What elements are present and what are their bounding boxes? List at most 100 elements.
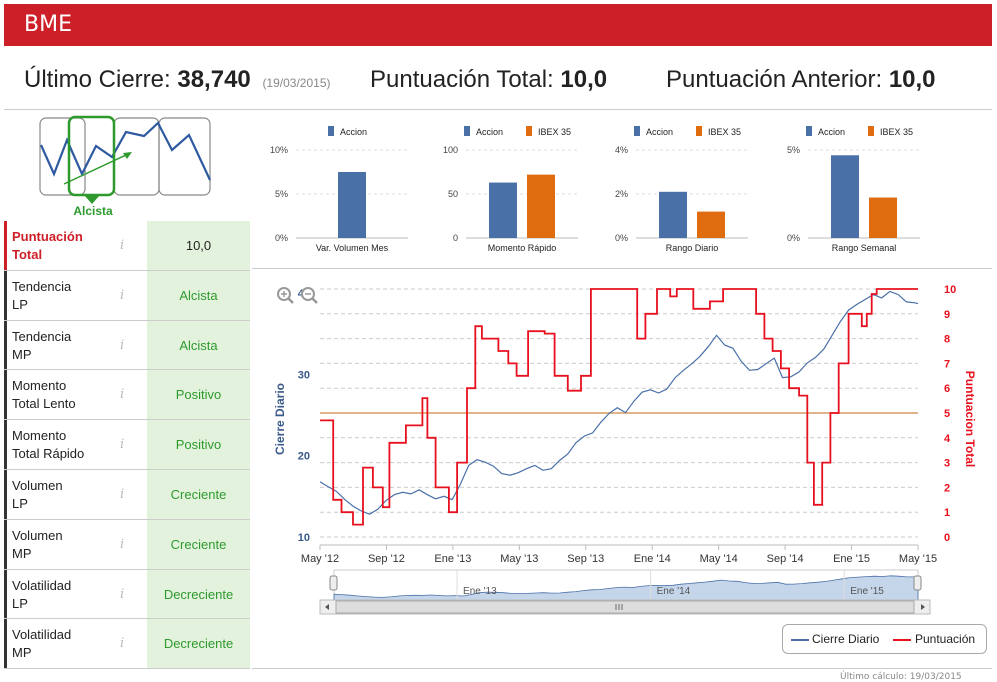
bar (869, 197, 897, 238)
y-tick-label: 0% (275, 233, 288, 243)
trend-box-1 (39, 117, 86, 196)
score-row-label: Momento Total Rápido (4, 420, 146, 469)
last-close: Último Cierre: 38,740 (19/03/2015) (24, 66, 331, 94)
score-row-value: Alcista (147, 270, 250, 320)
navigator-handle-left[interactable] (329, 575, 338, 591)
trend-price-line (39, 121, 211, 181)
navigator-label: Ene '13 (463, 586, 497, 597)
price-series-line (319, 290, 919, 515)
score-row: Volumen MP i Creciente (4, 519, 250, 570)
info-icon[interactable]: i (120, 536, 125, 552)
footer-note: Último cálculo: 19/03/2015 (840, 672, 962, 682)
navigator-label: Ene '14 (657, 586, 691, 597)
score-row-value: 10,0 (147, 221, 250, 270)
last-close-label: Último Cierre: (24, 66, 171, 93)
legend-price-swatch (791, 639, 809, 641)
zoom-in-handle (287, 297, 294, 304)
info-icon[interactable]: i (120, 486, 125, 502)
app-title: BME (24, 12, 72, 37)
navigator[interactable]: Ene '13 Ene '14 Ene '15 (329, 569, 922, 601)
mini-chart-title: Rango Semanal (832, 243, 897, 253)
y2-tick-label: 4 (944, 433, 951, 445)
total-score-value: 10,0 (560, 66, 608, 93)
legend-label[interactable]: IBEX 35 (708, 127, 741, 137)
y2-tick-label: 1 (944, 507, 950, 519)
navigator-label: Ene '15 (850, 586, 884, 597)
mini-chart-title: Rango Diario (666, 243, 719, 253)
score-row: Tendencia LP i Alcista (4, 270, 250, 321)
previous-score: Puntuación Anterior: 10,0 (666, 66, 936, 94)
x-tick-label: Ene '13 (434, 553, 471, 565)
scroll-right-icon[interactable] (921, 604, 925, 610)
legend-score-swatch (893, 639, 911, 641)
trend-diagram: Alcista (39, 115, 211, 218)
score-row-label: Tendencia LP (4, 270, 146, 320)
legend-label[interactable]: IBEX 35 (880, 127, 913, 137)
score-row-label: Tendencia MP (4, 320, 146, 370)
navigator-handle-right[interactable] (913, 575, 922, 591)
legend-score-label[interactable]: Puntuación (915, 632, 976, 646)
y-tick-label: 0 (453, 233, 458, 243)
legend-label[interactable]: Accion (818, 127, 845, 137)
y-tick-label: 100 (443, 145, 458, 155)
navigator-area (333, 575, 919, 601)
legend-swatch (464, 126, 470, 136)
score-row-value: Creciente (147, 519, 250, 569)
info-icon[interactable]: i (120, 387, 125, 403)
info-icon[interactable]: i (120, 586, 125, 602)
score-row-label: Volatilidad MP (4, 619, 146, 669)
info-icon[interactable]: i (120, 287, 125, 303)
score-row-label: Volumen MP (4, 519, 146, 569)
y2-tick-label: 2 (944, 482, 950, 494)
score-row-label: Momento Total Lento (4, 370, 146, 420)
legend-label[interactable]: IBEX 35 (538, 127, 571, 137)
mini-chart: Accion IBEX 35 5% 0% Rango Semanal (770, 118, 930, 258)
score-row-value: Alcista (147, 320, 250, 370)
chart-legend: Cierre Diario Puntuación (782, 624, 987, 654)
info-icon[interactable]: i (120, 238, 125, 253)
last-close-value: 38,740 (177, 66, 251, 93)
score-row: Volatilidad MP i Decreciente (4, 619, 250, 670)
legend-price-label[interactable]: Cierre Diario (812, 632, 880, 646)
trend-indicator: Alcista (4, 112, 250, 220)
y-axis-title: Cierre Diario (273, 383, 287, 455)
legend-label[interactable]: Accion (646, 127, 673, 137)
scrollbar-thumb[interactable] (335, 600, 915, 614)
score-row-value: Positivo (147, 370, 250, 420)
legend-label[interactable]: Accion (476, 127, 503, 137)
legend-swatch (328, 126, 334, 136)
legend-swatch (868, 126, 874, 136)
summary-bar: Último Cierre: 38,740 (19/03/2015) Puntu… (4, 52, 992, 110)
info-icon[interactable]: i (120, 636, 125, 652)
y-tick-label: 5% (787, 145, 800, 155)
y-tick-label: 20 (298, 451, 310, 463)
legend-label[interactable]: Accion (340, 127, 367, 137)
info-icon[interactable]: i (120, 337, 125, 353)
score-row: Momento Total Lento i Positivo (4, 370, 250, 421)
trend-pointer-icon (84, 195, 100, 204)
y-tick-label: 10 (298, 532, 310, 544)
info-icon[interactable]: i (120, 437, 125, 453)
y2-tick-label: 6 (944, 383, 950, 395)
scrollbar[interactable] (319, 599, 931, 615)
y2-tick-label: 0 (944, 532, 950, 544)
scroll-left-icon[interactable] (325, 604, 329, 610)
y-tick-label: 5% (275, 189, 288, 199)
x-tick-label: Sep '13 (567, 553, 604, 565)
main-chart: 10203040012345678910Cierre DiarioPuntuac… (273, 284, 977, 615)
x-tick-label: May '13 (500, 553, 538, 565)
total-score: Puntuación Total: 10,0 (370, 66, 607, 94)
zoom-in-icon[interactable] (277, 287, 294, 304)
mini-chart-title: Var. Volumen Mes (316, 243, 389, 253)
previous-score-value: 10,0 (888, 66, 936, 93)
score-row: Volumen LP i Creciente (4, 469, 250, 520)
score-row-label: Volumen LP (4, 469, 146, 519)
x-tick-label: Sep '14 (767, 553, 804, 565)
score-series-line (320, 288, 918, 526)
bar (697, 211, 725, 238)
last-close-date: (19/03/2015) (262, 76, 331, 90)
mini-chart-svg: Accion IBEX 35 100 50 0 Momento Rápido (443, 126, 578, 253)
score-row: Puntuación Total i 10,0 (4, 221, 250, 271)
zoom-out-icon[interactable] (301, 287, 318, 304)
trend-label: Alcista (73, 204, 113, 218)
